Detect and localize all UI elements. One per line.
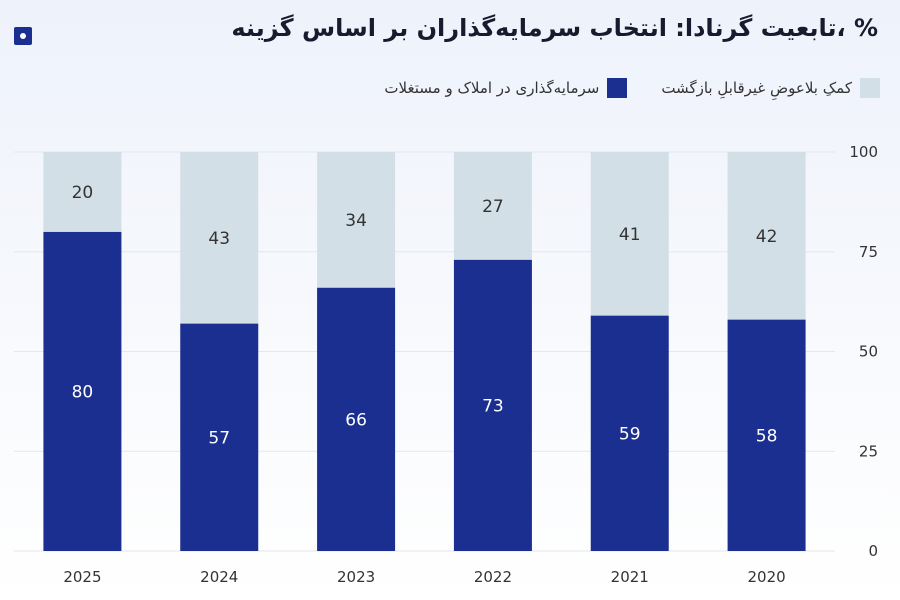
- bar-2022-series-1: [453, 152, 532, 260]
- data-label-2024-series-1: 43: [208, 229, 230, 249]
- bar-2021-series-1: [590, 152, 669, 316]
- data-label-2022-series-1: 27: [482, 197, 504, 217]
- bar-2022-series-0: [453, 259, 532, 551]
- bar-2021-series-0: [590, 315, 669, 551]
- legend: سرمایه‌گذاری در املاک و مستغلات کمکِ بلا…: [384, 78, 880, 98]
- legend-label-real-estate: سرمایه‌گذاری در املاک و مستغلات: [384, 79, 600, 97]
- bar-2020-series-0: [727, 319, 806, 551]
- x-tick-label-2025: 2025: [63, 568, 101, 586]
- legend-swatch-real-estate: [607, 78, 628, 98]
- data-label-2022-series-0: 73: [482, 396, 504, 416]
- y-tick-label-75: 75: [859, 243, 878, 261]
- data-label-2025-series-1: 20: [72, 183, 94, 203]
- bar-2023-series-1: [317, 152, 396, 288]
- bar-2025-series-1: [43, 152, 122, 232]
- x-tick-label-2021: 2021: [611, 568, 649, 586]
- data-label-2025-series-0: 80: [72, 382, 94, 402]
- y-tick-label-25: 25: [859, 442, 878, 460]
- legend-item-donation: کمکِ بلاعوضِ غیرقابلِ بازگشت: [661, 78, 880, 98]
- x-tick-label-2022: 2022: [474, 568, 512, 586]
- x-tick-label-2023: 2023: [337, 568, 375, 586]
- y-tick-label-0: 0: [868, 542, 878, 560]
- data-label-2020-series-0: 58: [756, 426, 778, 446]
- y-tick-label-100: 100: [849, 143, 878, 161]
- legend-item-real-estate: سرمایه‌گذاری در املاک و مستغلات: [384, 78, 628, 98]
- y-tick-label-50: 50: [859, 343, 878, 361]
- data-label-2023-series-1: 34: [345, 211, 367, 231]
- bar-2025-series-0: [43, 231, 122, 552]
- x-tick-label-2024: 2024: [200, 568, 238, 586]
- bar-2023-series-0: [317, 287, 396, 551]
- logo-icon: [14, 27, 32, 45]
- data-label-2023-series-0: 66: [345, 410, 367, 430]
- data-label-2021-series-0: 59: [619, 424, 641, 444]
- data-label-2024-series-0: 57: [208, 428, 230, 448]
- data-label-2020-series-1: 42: [756, 227, 778, 247]
- x-tick-label-2020: 2020: [747, 568, 785, 586]
- bar-2024-series-1: [180, 152, 259, 324]
- data-label-2021-series-1: 41: [619, 225, 641, 245]
- legend-label-donation: کمکِ بلاعوضِ غیرقابلِ بازگشت: [661, 79, 852, 97]
- chart-title: % ،تابعیت گرنادا: انتخاب سرمایه‌گذاران ب…: [231, 14, 878, 42]
- legend-swatch-donation: [860, 78, 880, 98]
- bar-2020-series-1: [727, 152, 806, 320]
- bar-2024-series-0: [180, 323, 259, 551]
